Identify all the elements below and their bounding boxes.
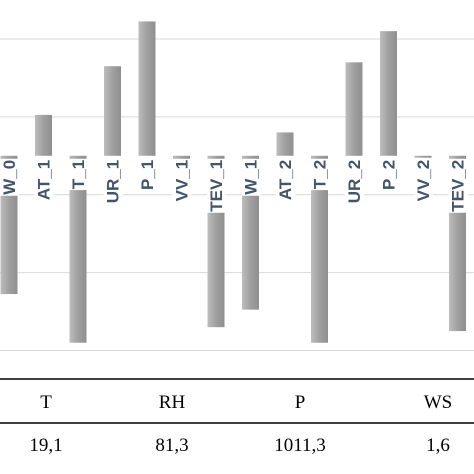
category-label-backing — [207, 158, 226, 213]
category-label-backing — [69, 158, 88, 191]
category-label: AT_1 — [35, 160, 54, 200]
table-value-t: 19,1 — [29, 435, 62, 456]
category-label: VV_1 — [173, 160, 192, 202]
bar-at-1 — [35, 114, 52, 156]
category-label-group: TEV_1 — [207, 158, 226, 213]
bar-vv-2 — [414, 155, 432, 158]
category-label: TEV_2 — [449, 160, 468, 212]
table-header-p: P — [295, 392, 306, 413]
category-label-backing — [345, 158, 364, 205]
category-label-backing — [172, 158, 192, 203]
category-label-backing — [379, 158, 399, 192]
category-label-group: P_1 — [138, 158, 157, 192]
category-label-backing — [241, 158, 261, 196]
table-value-p: 1011,3 — [274, 435, 326, 456]
category-label-backing — [448, 158, 468, 213]
category-label-backing — [276, 158, 295, 202]
category-label-backing — [0, 158, 19, 196]
category-label: AT_2 — [276, 160, 295, 200]
table-header-ws: WS — [424, 392, 453, 413]
category-label-group: UR_2 — [345, 158, 364, 205]
category-label-backing — [34, 158, 54, 202]
category-label-group: TEV_2 — [448, 158, 468, 213]
category-label-group: VV_2 — [414, 158, 433, 203]
bar-p-1 — [138, 21, 156, 156]
summary-table: T RH P WS 19,1 81,3 1011,3 1,6 — [0, 378, 474, 456]
category-label-group: AT_1 — [34, 158, 54, 202]
table-value-ws: 1,6 — [426, 435, 450, 456]
bar-ur-1 — [104, 66, 121, 156]
category-label-backing — [414, 158, 433, 203]
category-label: T_2 — [311, 160, 330, 189]
category-label-group: VV_1 — [172, 158, 192, 203]
category-label: P_2 — [380, 160, 399, 190]
category-label: W_0 — [0, 160, 19, 195]
table-value-rh: 81,3 — [155, 435, 188, 456]
category-label: VV_2 — [414, 160, 433, 202]
category-label-group: T_1 — [69, 158, 88, 191]
category-label: UR_2 — [345, 160, 364, 203]
category-label-group: P_2 — [379, 158, 399, 192]
bar-t-1 — [69, 155, 87, 343]
category-label: T_1 — [69, 160, 88, 189]
category-label: UR_1 — [104, 160, 123, 203]
category-label-group: T_2 — [310, 158, 330, 191]
category-label-group: AT_2 — [276, 158, 295, 202]
category-label-group: W_1 — [241, 158, 261, 196]
table-header-t: T — [40, 392, 52, 413]
category-label-backing — [138, 158, 157, 192]
bar-p-2 — [380, 31, 397, 156]
category-label: W_1 — [242, 160, 261, 195]
bar-t-2 — [311, 155, 328, 343]
category-labels: W_0 AT_1 T_1 UR_1 P_1 VV_1 TEV_1 W_1 AT_2 T_2 UR_2… — [0, 158, 468, 213]
category-label: P_1 — [138, 160, 157, 190]
bar-at-2 — [276, 132, 294, 156]
category-label-backing — [103, 158, 123, 205]
category-label-group: W_0 — [0, 158, 19, 196]
table-header-rh: RH — [159, 392, 186, 413]
category-label: TEV_1 — [207, 160, 226, 212]
category-label-backing — [310, 158, 330, 191]
category-label-group: UR_1 — [103, 158, 123, 205]
bar-ur-2 — [345, 62, 363, 156]
